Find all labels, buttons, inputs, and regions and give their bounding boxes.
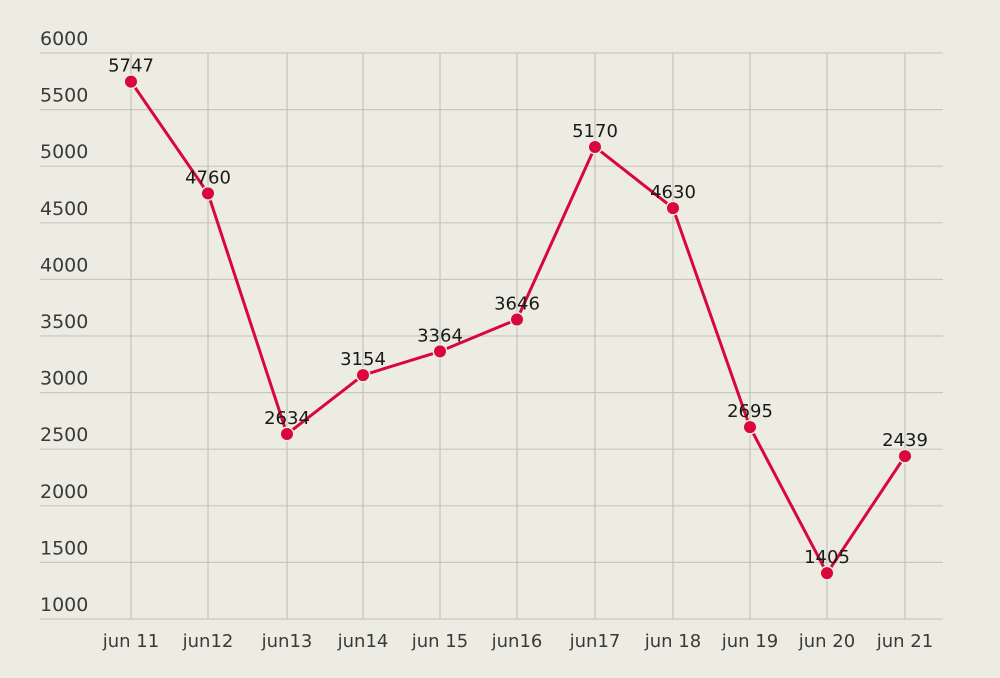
data-label: 3646: [494, 293, 540, 314]
x-tick-label: jun 21: [876, 631, 933, 652]
x-tick-label: jun 15: [411, 631, 468, 652]
y-tick-label: 1500: [40, 537, 88, 559]
data-point-marker: [589, 140, 601, 153]
x-tick-label: jun 20: [798, 631, 855, 652]
y-tick-label: 3500: [40, 311, 88, 333]
data-label: 3154: [340, 349, 386, 370]
x-axis: jun 11 jun12 jun13 jun14 jun 15 jun16 jun17 jun…: [102, 631, 933, 652]
data-point-marker: [357, 369, 369, 382]
data-point-marker: [899, 450, 911, 463]
data-point-marker: [281, 428, 293, 441]
data-label: 4760: [185, 167, 231, 188]
x-tick-label: jun14: [337, 631, 389, 652]
y-tick-label: 2000: [40, 481, 88, 503]
data-point-marker: [511, 313, 523, 326]
x-tick-label: jun12: [182, 631, 234, 652]
data-label: 1405: [804, 547, 850, 568]
data-label: 2695: [727, 401, 773, 422]
y-tick-label: 6000: [40, 28, 88, 50]
data-label: 5747: [108, 56, 154, 77]
data-point-marker: [202, 187, 214, 200]
x-tick-label: jun13: [261, 631, 313, 652]
data-point-marker: [125, 75, 137, 88]
y-tick-label: 5500: [40, 85, 88, 107]
data-label: 2634: [264, 408, 310, 429]
x-tick-label: jun 11: [102, 631, 159, 652]
x-tick-label: jun 19: [721, 631, 778, 652]
x-tick-label: jun17: [569, 631, 621, 652]
data-point-marker: [821, 567, 833, 580]
horizontal-gridlines: [40, 52, 943, 620]
data-labels: 5747 4760 2634 3154 3364 3646 5170 4630 2695 1405…: [108, 56, 928, 569]
vertical-gridlines: [130, 53, 906, 619]
data-label: 3364: [417, 325, 463, 346]
data-series: [123, 74, 913, 581]
data-point-marker: [434, 345, 446, 358]
x-tick-label: jun16: [491, 631, 543, 652]
data-point-marker: [667, 202, 679, 215]
y-tick-label: 4000: [40, 254, 88, 276]
data-label: 2439: [882, 430, 928, 451]
y-tick-label: 2500: [40, 424, 88, 446]
y-tick-label: 4500: [40, 198, 88, 220]
data-label: 4630: [650, 182, 696, 203]
y-axis: 1000 1500 2000 2500 3000 3500 4000 4500 5000 5500…: [40, 28, 88, 616]
data-point-marker: [744, 421, 756, 434]
y-tick-label: 1000: [40, 594, 88, 616]
series-line: [129, 80, 907, 575]
data-label: 5170: [572, 121, 618, 142]
y-tick-label: 3000: [40, 368, 88, 390]
y-tick-label: 5000: [40, 141, 88, 163]
x-tick-label: jun 18: [644, 631, 701, 652]
